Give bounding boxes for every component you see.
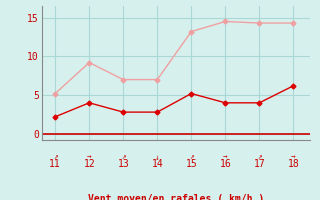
Text: ↓: ↓: [155, 152, 160, 162]
Text: ↗: ↗: [53, 152, 58, 162]
Text: ↗: ↗: [121, 152, 125, 162]
X-axis label: Vent moyen/en rafales ( km/h ): Vent moyen/en rafales ( km/h ): [88, 194, 264, 200]
Text: →: →: [291, 152, 296, 162]
Text: →: →: [223, 152, 228, 162]
Text: ↗: ↗: [189, 152, 194, 162]
Text: →: →: [87, 152, 92, 162]
Text: ↗: ↗: [257, 152, 262, 162]
